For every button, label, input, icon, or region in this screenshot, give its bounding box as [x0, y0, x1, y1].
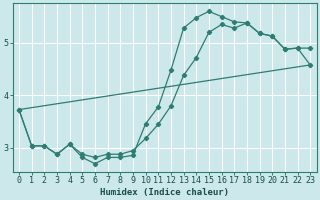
X-axis label: Humidex (Indice chaleur): Humidex (Indice chaleur) — [100, 188, 229, 197]
